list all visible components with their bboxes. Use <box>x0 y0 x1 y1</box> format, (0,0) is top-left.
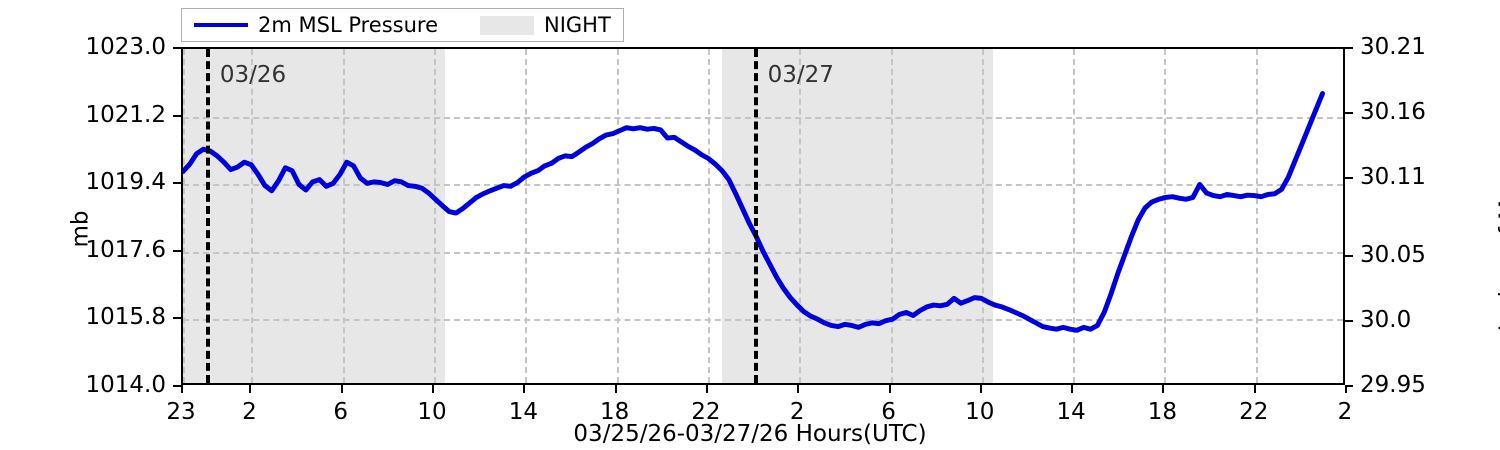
bottom-axis-tick-label: 22 <box>1239 399 1269 425</box>
gridline-vertical <box>890 49 893 383</box>
night-band <box>183 49 446 383</box>
right-axis-tick-label: 30.16 <box>1360 99 1426 125</box>
right-axis-tick-label: 30.21 <box>1360 34 1426 60</box>
left-axis-tick-label: 1017.6 <box>85 236 166 263</box>
left-axis-tick-label: 1021.2 <box>85 101 166 128</box>
gridline-vertical <box>525 49 528 383</box>
tick-mark <box>173 182 181 185</box>
bottom-axis-tick-label: 14 <box>1056 399 1086 425</box>
tick-mark <box>1345 320 1353 322</box>
tick-mark <box>1345 47 1353 49</box>
legend-entry-pressure: 2m MSL Pressure <box>194 9 438 41</box>
bottom-axis-tick-label: 2 <box>242 399 257 425</box>
bottom-axis-tick-label: 2 <box>789 399 805 425</box>
bottom-axis-tick-label: 10 <box>965 399 995 425</box>
tick-mark <box>1071 385 1074 393</box>
left-axis-tick-label: 1019.4 <box>85 169 166 196</box>
tick-mark <box>1345 177 1353 179</box>
tick-mark <box>1345 385 1347 393</box>
gridline-vertical <box>707 49 710 383</box>
bottom-axis-tick-label: 18 <box>600 399 630 425</box>
day-boundary-line <box>205 49 210 383</box>
tick-mark <box>432 385 435 393</box>
right-axis-title: Inches of Mercury <box>1495 126 1500 332</box>
right-axis-tick-label: 30.11 <box>1360 164 1426 190</box>
gridline-vertical <box>183 49 185 383</box>
gridline-vertical <box>616 49 619 383</box>
bottom-axis-tick-label: 14 <box>508 399 538 425</box>
gridline-vertical <box>799 49 802 383</box>
gridline-vertical <box>342 49 345 383</box>
tick-mark <box>1253 385 1256 393</box>
tick-mark <box>979 385 982 393</box>
bottom-axis-tick-label: 22 <box>691 399 721 425</box>
gridline-horizontal <box>183 116 1343 119</box>
legend-label-pressure: 2m MSL Pressure <box>258 13 438 37</box>
tick-mark <box>249 385 252 393</box>
tick-mark <box>1162 385 1165 393</box>
left-axis-title: mb <box>67 210 94 248</box>
legend-line-swatch-icon <box>194 23 248 27</box>
right-axis-tick-label: 30.0 <box>1360 307 1412 333</box>
tick-mark <box>1345 385 1353 387</box>
tick-mark <box>173 47 181 49</box>
gridline-horizontal <box>183 184 1343 187</box>
gridline-vertical <box>251 49 254 383</box>
gridline-vertical <box>981 49 984 383</box>
right-axis-tick-label: 29.95 <box>1360 372 1426 398</box>
tick-mark <box>173 317 181 320</box>
bottom-axis-tick-label: 18 <box>1147 399 1178 425</box>
day-boundary-label: 03/27 <box>767 62 834 88</box>
left-axis-tick-label: 1023.0 <box>85 34 166 60</box>
tick-mark <box>173 385 181 387</box>
series-plot <box>183 91 1326 333</box>
bottom-axis-tick-label: 2 <box>1337 399 1353 425</box>
plot-area: 03/26 03/27 <box>181 47 1345 385</box>
tick-mark <box>797 385 800 393</box>
bottom-axis-tick-label: 6 <box>881 399 896 425</box>
gridline-vertical <box>1073 49 1076 383</box>
gridline-vertical <box>434 49 437 383</box>
left-axis-tick-label: 1015.8 <box>85 304 166 331</box>
left-axis-tick-label: 1014.0 <box>85 372 166 398</box>
legend-label-night: NIGHT <box>544 13 611 37</box>
legend-patch-swatch-icon <box>480 15 534 35</box>
bottom-axis-tick-label: 23 <box>166 399 196 425</box>
bottom-axis-title: 03/25/26-03/27/26 Hours(UTC) <box>573 421 927 447</box>
bottom-axis-tick-label: 6 <box>333 399 349 425</box>
day-boundary-line <box>753 49 758 383</box>
gridline-vertical <box>1255 49 1258 383</box>
tick-mark <box>173 114 181 117</box>
gridline-horizontal <box>183 319 1343 322</box>
tick-mark <box>173 249 181 252</box>
tick-mark <box>181 385 183 393</box>
day-boundary-label: 03/26 <box>219 62 287 88</box>
tick-mark <box>1345 112 1353 114</box>
bottom-axis-tick-label: 10 <box>417 399 447 425</box>
tick-mark <box>614 385 617 393</box>
tick-mark <box>1345 255 1353 257</box>
tick-mark <box>340 385 343 393</box>
chart-legend: 2m MSL Pressure NIGHT <box>181 8 624 42</box>
tick-mark <box>523 385 526 393</box>
gridline-vertical <box>1164 49 1167 383</box>
right-axis-tick-label: 30.05 <box>1360 242 1426 268</box>
tick-mark <box>705 385 708 393</box>
tick-mark <box>888 385 891 393</box>
legend-entry-night: NIGHT <box>480 9 611 41</box>
pressure-series-line <box>183 91 1326 333</box>
